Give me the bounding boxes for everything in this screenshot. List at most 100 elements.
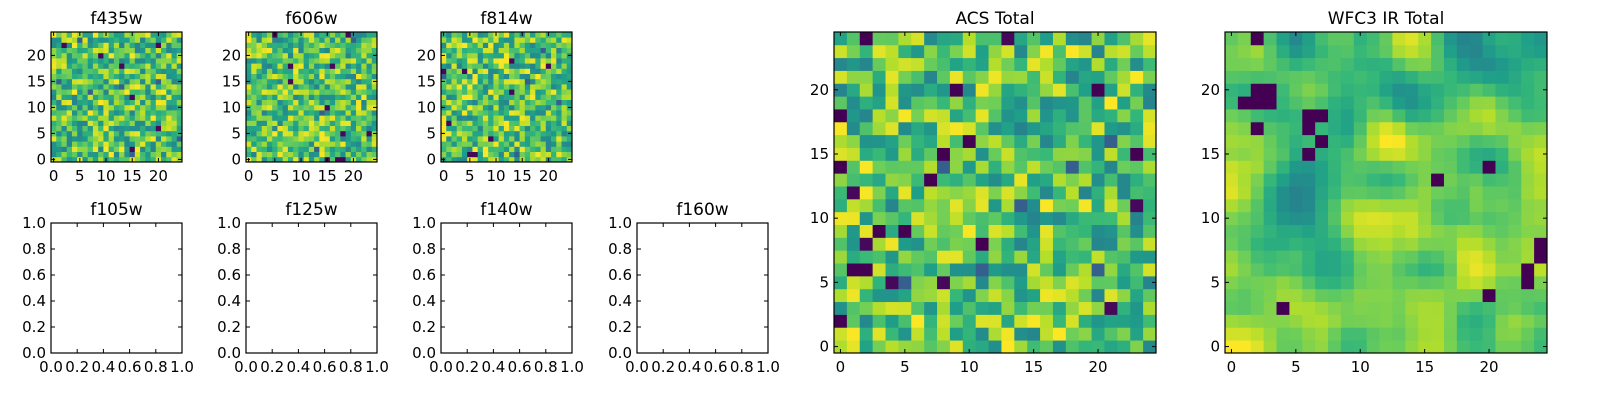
- heatmap-cell: [298, 73, 305, 80]
- heatmap-cell: [1508, 198, 1522, 213]
- heatmap-cell: [1225, 275, 1239, 290]
- heatmap-cell: [298, 68, 305, 74]
- heatmap-cell: [493, 68, 500, 74]
- heatmap-cell: [261, 125, 268, 132]
- heatmap-cell: [975, 237, 989, 251]
- heatmap-cell: [246, 99, 252, 106]
- heatmap-cell: [872, 96, 886, 110]
- heatmap-cell: [108, 130, 115, 137]
- heatmap-cell: [1353, 96, 1368, 110]
- heatmap-cell: [1495, 173, 1509, 187]
- heatmap-cell: [361, 120, 367, 126]
- heatmap-cell: [161, 125, 167, 132]
- heatmap-cell: [1431, 186, 1445, 200]
- heatmap-cell: [1065, 263, 1080, 277]
- heatmap-cell: [1392, 301, 1406, 315]
- heatmap-cell: [371, 110, 378, 116]
- heatmap-cell: [124, 63, 130, 69]
- heatmap-cell: [1225, 134, 1239, 148]
- heatmap-cell: [324, 63, 331, 69]
- heatmap-cell: [246, 136, 252, 142]
- heatmap-cell: [66, 99, 73, 106]
- heatmap-cell: [176, 110, 183, 116]
- heatmap-cell: [134, 73, 141, 80]
- y-tick-label: 0.8: [412, 240, 436, 258]
- heatmap-cell: [859, 134, 874, 148]
- heatmap-cell: [324, 47, 331, 54]
- heatmap-cell: [556, 120, 562, 126]
- heatmap-cell: [87, 73, 94, 80]
- heatmap-cell: [329, 136, 336, 142]
- x-tick-label: 15: [318, 167, 337, 185]
- heatmap-cell: [456, 99, 463, 106]
- heatmap-cell: [92, 151, 99, 158]
- heatmap-cell: [545, 84, 552, 90]
- heatmap-cell: [361, 52, 367, 59]
- heatmap-cell: [1366, 198, 1380, 213]
- heatmap-cell: [87, 78, 94, 85]
- heatmap-cell: [1431, 147, 1445, 161]
- heatmap-cell: [1315, 173, 1329, 187]
- heatmap-cell: [1130, 44, 1144, 59]
- heatmap-cell: [124, 151, 130, 158]
- heatmap-cell: [1534, 237, 1548, 251]
- heatmap-cell: [77, 110, 83, 116]
- heatmap-cell: [171, 110, 178, 116]
- heatmap-cell: [1130, 32, 1144, 46]
- heatmap-cell: [251, 146, 257, 152]
- heatmap-cell: [872, 57, 886, 71]
- heatmap-cell: [319, 58, 325, 64]
- heatmap-cell: [1418, 211, 1432, 225]
- heatmap-cell: [335, 110, 341, 116]
- heatmap-cell: [1379, 250, 1393, 264]
- heatmap-cell: [1117, 173, 1131, 187]
- heatmap-cell: [71, 89, 78, 95]
- heatmap-cell: [272, 115, 278, 121]
- heatmap-cell: [488, 120, 494, 126]
- heatmap-cell: [145, 110, 151, 116]
- heatmap-cell: [477, 37, 484, 43]
- heatmap-cell: [166, 32, 172, 38]
- heatmap-cell: [1366, 160, 1380, 174]
- heatmap-cell: [261, 136, 268, 142]
- heatmap-cell: [1482, 327, 1496, 341]
- heatmap-cell: [1276, 250, 1290, 264]
- heatmap-cell: [1534, 160, 1548, 174]
- heatmap-cell: [446, 84, 452, 90]
- heatmap-cell: [166, 58, 172, 64]
- heatmap-cell: [1315, 70, 1329, 84]
- heatmap-cell: [287, 151, 294, 158]
- heatmap-cell: [1418, 109, 1432, 123]
- x-tick-label: 10: [486, 167, 505, 185]
- heatmap-cell: [975, 186, 989, 200]
- heatmap-cell: [509, 32, 515, 38]
- heatmap-cell: [1001, 160, 1015, 174]
- heatmap-cell: [1104, 57, 1118, 71]
- heatmap-cell: [1104, 301, 1118, 315]
- heatmap-cell: [140, 32, 146, 38]
- heatmap-cell: [1104, 134, 1118, 148]
- heatmap-cell: [477, 42, 484, 48]
- heatmap-cell: [1104, 70, 1118, 84]
- heatmap-cell: [350, 104, 357, 111]
- heatmap-cell: [1040, 250, 1054, 264]
- heatmap-cell: [371, 146, 378, 152]
- heatmap-cell: [82, 37, 89, 43]
- heatmap-cell: [461, 37, 468, 43]
- heatmap-cell: [937, 275, 951, 290]
- heatmap-cell: [1014, 314, 1028, 328]
- heatmap-cell: [1117, 275, 1131, 290]
- heatmap-cell: [898, 173, 912, 187]
- heatmap-cell: [56, 136, 62, 142]
- heatmap-cell: [524, 32, 531, 38]
- heatmap-cell: [1366, 288, 1380, 303]
- heatmap-cell: [446, 47, 452, 54]
- heatmap-cell: [71, 73, 78, 80]
- heatmap-cell: [1328, 237, 1342, 251]
- heatmap-cell: [524, 130, 531, 137]
- heatmap-cell: [1315, 275, 1329, 290]
- heatmap-cell: [103, 42, 110, 48]
- heatmap-cell: [256, 120, 263, 126]
- heatmap-cell: [166, 84, 172, 90]
- heatmap-cell: [1431, 96, 1445, 110]
